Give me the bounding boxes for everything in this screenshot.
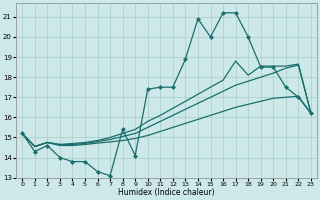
X-axis label: Humidex (Indice chaleur): Humidex (Indice chaleur) <box>118 188 215 197</box>
